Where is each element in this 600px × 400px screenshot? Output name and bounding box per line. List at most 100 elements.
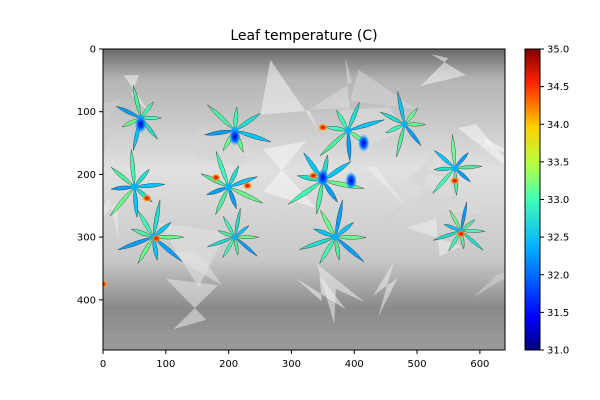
x-tick-label: 100 xyxy=(156,359,175,370)
hot-spot xyxy=(317,123,328,132)
leaf xyxy=(117,236,154,251)
background-panel xyxy=(309,57,352,110)
leaf xyxy=(234,130,272,143)
cold-spot xyxy=(345,171,358,190)
leaf xyxy=(234,208,241,238)
leaf xyxy=(140,116,163,120)
colorbar-tick-label: 33.0 xyxy=(547,195,569,206)
leaf xyxy=(133,183,166,189)
y-tick-label: 0 xyxy=(90,45,96,56)
leaf xyxy=(207,104,236,131)
leaf xyxy=(110,185,136,191)
background-panel xyxy=(458,124,505,166)
cold-spot xyxy=(228,127,241,146)
x-tick-label: 400 xyxy=(345,359,364,370)
cold-spot xyxy=(357,134,370,153)
leaf xyxy=(451,134,456,169)
y-tick-label: 300 xyxy=(77,233,96,244)
colorbar-tick-label: 32.5 xyxy=(547,233,569,244)
leaf xyxy=(206,186,230,196)
hot-spot xyxy=(103,280,108,289)
colorbar-tick-label: 31.5 xyxy=(547,308,569,319)
leaf xyxy=(152,221,172,238)
colorbar-tick-label: 32.0 xyxy=(547,270,569,281)
leaf xyxy=(133,186,139,219)
leaf xyxy=(432,167,455,194)
leaf xyxy=(234,236,239,256)
plant-center xyxy=(451,164,458,172)
hot-spot xyxy=(308,171,319,180)
leaf xyxy=(137,209,154,238)
y-tick-label: 200 xyxy=(77,170,96,181)
background-panel xyxy=(263,141,317,208)
leaf xyxy=(433,149,456,169)
leaf xyxy=(460,219,476,232)
leaf xyxy=(347,119,385,131)
leaf xyxy=(385,124,406,134)
temperature-spots-layer xyxy=(103,115,467,289)
background-panel xyxy=(438,200,505,217)
chart-title: Leaf temperature (C) xyxy=(230,28,377,44)
leaf xyxy=(287,180,323,205)
leaf xyxy=(460,230,484,251)
leaf xyxy=(397,91,405,125)
leaf xyxy=(153,199,161,238)
plant-center xyxy=(344,126,352,135)
leaf xyxy=(403,122,426,127)
colorbar: 31.0 31.5 32.0 32.5 33.0 33.5 34.0 34.5 35.0 xyxy=(524,45,569,357)
plant xyxy=(117,199,185,265)
background-panel xyxy=(405,149,462,216)
y-tick-label: 100 xyxy=(77,107,96,118)
colorbar-gradient xyxy=(524,48,541,351)
background-panel xyxy=(373,261,398,318)
cold-spot xyxy=(134,115,147,134)
leaf xyxy=(347,101,360,132)
colorbar-tick-label: 31.0 xyxy=(547,346,569,357)
plant-center xyxy=(225,183,233,191)
x-tick-label: 500 xyxy=(408,359,427,370)
leaf xyxy=(228,186,263,204)
cold-spot xyxy=(316,168,329,187)
leaf xyxy=(134,168,150,188)
leaf xyxy=(379,111,406,125)
leaf xyxy=(396,124,405,157)
leaf xyxy=(233,106,239,132)
leaf xyxy=(454,152,469,169)
leaf xyxy=(346,129,352,162)
leaf xyxy=(115,105,142,119)
leaf xyxy=(454,165,483,170)
colorbar-tick-label: 33.5 xyxy=(547,157,569,168)
leaf xyxy=(234,236,258,257)
leaf xyxy=(449,209,462,232)
background-panel xyxy=(123,75,153,117)
leaf xyxy=(335,199,343,238)
hot-spot xyxy=(141,194,152,203)
leaf xyxy=(460,229,486,233)
leaf xyxy=(207,236,236,248)
leaf xyxy=(460,201,467,231)
background-panel xyxy=(333,69,417,111)
leaf xyxy=(217,230,236,238)
leaf xyxy=(228,165,239,188)
leaf xyxy=(404,107,419,125)
leaf xyxy=(152,236,158,261)
leaf xyxy=(443,224,462,232)
leaf xyxy=(320,209,336,238)
leaf xyxy=(319,130,349,157)
leaf xyxy=(109,186,135,217)
leaf xyxy=(336,109,349,132)
leaf xyxy=(215,151,229,188)
plant xyxy=(379,91,426,157)
leaf xyxy=(322,161,352,182)
leaf xyxy=(140,101,155,119)
hot-spot xyxy=(211,173,222,182)
hot-spot xyxy=(242,181,253,190)
plant-center xyxy=(232,234,238,240)
colorbar-ticks: 31.0 31.5 32.0 32.5 33.0 33.5 34.0 34.5 35.0 xyxy=(540,45,569,357)
hot-spot xyxy=(151,234,162,243)
x-tick-label: 200 xyxy=(219,359,238,370)
leaf xyxy=(433,230,462,241)
colorbar-tick-label: 34.5 xyxy=(547,82,569,93)
leaf xyxy=(334,236,340,261)
plants-layer xyxy=(109,85,486,265)
